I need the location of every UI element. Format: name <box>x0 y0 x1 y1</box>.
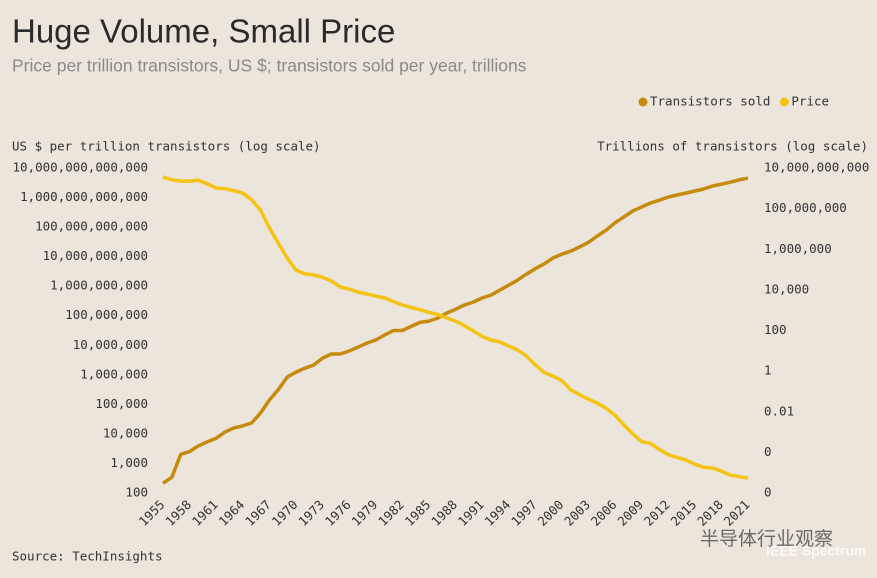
x-tick-label: 2015 <box>668 497 700 529</box>
y-tick-label: 10,000,000 <box>73 337 148 352</box>
y-tick-label: 1,000,000 <box>80 366 148 381</box>
x-tick-label: 1955 <box>136 497 168 529</box>
y-tick-label: 1,000,000,000,000 <box>20 189 148 204</box>
y-tick-label: 10,000 <box>103 425 148 440</box>
legend-marker <box>779 97 789 107</box>
y2-tick-label: 0.01 <box>764 403 794 418</box>
y2-tick-label: 100,000,000 <box>764 200 847 215</box>
watermark: IEEE Spectrum <box>766 543 866 559</box>
legend-label: Transistors sold <box>650 94 770 109</box>
x-tick-label: 1973 <box>295 497 327 529</box>
y2-tick-label: 0 <box>764 444 772 459</box>
x-tick-label: 1985 <box>402 497 434 529</box>
x-tick-label: 2000 <box>535 497 567 529</box>
y-tick-label: 100,000,000,000 <box>35 219 148 234</box>
watermark: 半导体行业观察 <box>700 528 833 550</box>
x-tick-label: 1988 <box>428 497 460 529</box>
x-tick-label: 1979 <box>348 497 380 529</box>
chart-subtitle: Price per trillion transistors, US $; tr… <box>12 56 527 76</box>
y2-axis-label: Trillions of transistors (log scale) <box>597 139 868 154</box>
legend-label: Price <box>791 94 829 109</box>
source: Source: TechInsights <box>12 549 163 564</box>
y-tick-label: 10,000,000,000,000 <box>13 160 148 175</box>
x-tick-label: 1970 <box>269 497 301 529</box>
x-tick-label: 2021 <box>721 497 753 529</box>
x-tick-label: 1958 <box>162 497 194 529</box>
legend-marker <box>638 97 648 107</box>
y2-tick-label: 10,000,000,000 <box>764 160 869 175</box>
x-tick-label: 1982 <box>375 497 407 529</box>
x-tick-label: 2018 <box>694 497 726 529</box>
x-tick-label: 2006 <box>588 497 620 529</box>
line <box>162 176 749 485</box>
x-tick-label: 2012 <box>641 497 673 529</box>
y2-tick-label: 1,000,000 <box>764 241 832 256</box>
y-tick-label: 100 <box>125 485 148 500</box>
y-tick-label: 1,000 <box>110 455 148 470</box>
x-tick-label: 1997 <box>508 497 540 529</box>
x-tick-label: 1964 <box>215 497 247 529</box>
x-tick-label: 2009 <box>614 497 646 529</box>
y-tick-label: 1,000,000,000 <box>50 278 148 293</box>
x-tick-label: 1991 <box>455 497 487 529</box>
y2-tick-label: 1 <box>764 363 772 378</box>
line <box>162 175 749 480</box>
x-tick-label: 2003 <box>561 497 593 529</box>
x-tick-label: 1967 <box>242 497 274 529</box>
y2-tick-label: 10,000 <box>764 281 809 296</box>
y-tick-label: 100,000,000 <box>65 307 148 322</box>
y-tick-label: 100,000 <box>95 396 148 411</box>
y2-tick-label: 0 <box>764 485 772 500</box>
x-tick-label: 1961 <box>189 497 221 529</box>
y-tick-label: 10,000,000,000 <box>43 248 148 263</box>
y-axis-label: US $ per trillion transistors (log scale… <box>12 139 321 154</box>
x-tick-label: 1994 <box>481 497 513 529</box>
x-tick-label: 1976 <box>322 497 354 529</box>
chart-title: Huge Volume, Small Price <box>12 13 395 50</box>
y2-tick-label: 100 <box>764 322 787 337</box>
